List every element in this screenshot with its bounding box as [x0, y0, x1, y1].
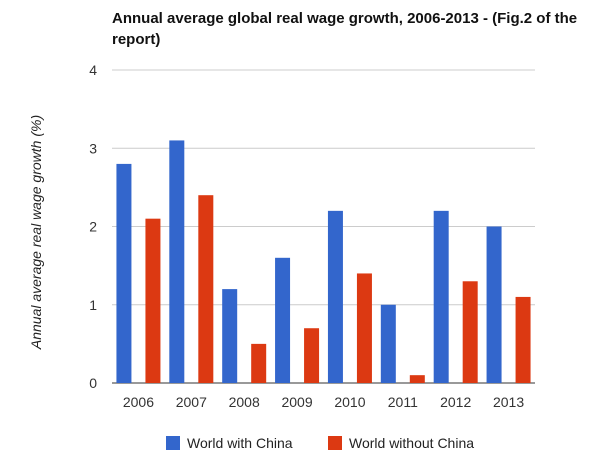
- bar-without-china-2012: [462, 281, 478, 383]
- bar-without-china-2010: [356, 273, 372, 383]
- legend-swatch: [328, 436, 342, 450]
- legend-swatch: [166, 436, 180, 450]
- legend-label: World without China: [349, 435, 474, 451]
- y-axis-label: Annual average real wage growth (%): [28, 115, 44, 350]
- x-tick-label: 2011: [388, 394, 418, 410]
- bar-without-china-2013: [515, 296, 531, 383]
- bar-with-china-2009: [275, 257, 291, 383]
- x-tick-label: 2006: [123, 394, 154, 410]
- x-tick-label: 2009: [281, 394, 312, 410]
- y-tick-label: 2: [89, 219, 97, 235]
- bars: [116, 140, 531, 383]
- bar-with-china-2011: [380, 304, 396, 383]
- bar-with-china-2010: [327, 210, 343, 383]
- chart-title: Annual average global real wage growth, …: [112, 10, 578, 48]
- bar-without-china-2008: [251, 343, 267, 383]
- legend-label: World with China: [187, 435, 293, 451]
- x-tick-label: 2008: [229, 394, 260, 410]
- y-tick-label: 0: [89, 375, 97, 391]
- y-tick-label: 1: [89, 297, 97, 313]
- bar-with-china-2006: [116, 163, 132, 383]
- bar-without-china-2009: [304, 328, 320, 383]
- bar-without-china-2007: [198, 195, 214, 383]
- bar-without-china-2011: [409, 375, 425, 383]
- bar-without-china-2006: [145, 218, 161, 383]
- y-tick-label: 4: [89, 62, 97, 78]
- x-tick-label: 2013: [493, 394, 524, 410]
- x-axis-ticks: 2006 2007 2008 2009 2010 2011 2012 2013: [123, 394, 524, 410]
- bar-with-china-2008: [222, 289, 238, 383]
- y-axis-ticks: 0 1 2 3 4: [89, 62, 97, 391]
- bar-with-china-2007: [169, 140, 185, 383]
- legend: World with China World without China: [166, 435, 474, 451]
- x-tick-label: 2007: [176, 394, 207, 410]
- bar-with-china-2013: [486, 226, 502, 383]
- x-tick-label: 2012: [440, 394, 471, 410]
- x-tick-label: 2010: [334, 394, 365, 410]
- y-tick-label: 3: [89, 140, 97, 156]
- bar-with-china-2012: [433, 210, 449, 383]
